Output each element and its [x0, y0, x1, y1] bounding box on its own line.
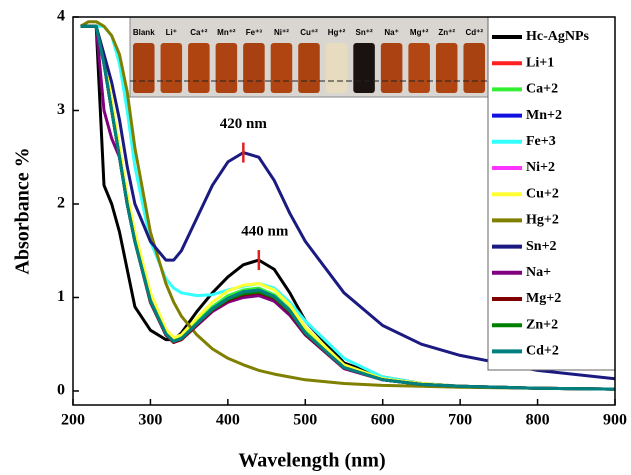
legend-label: Sn+2: [526, 239, 557, 254]
vial: [298, 43, 320, 93]
inset-label: Ca⁺²: [190, 28, 207, 37]
x-tick-label: 800: [526, 412, 550, 429]
y-axis-label: Absorbance %: [12, 147, 34, 274]
inset-label: Fe⁺³: [246, 28, 263, 37]
vial: [243, 43, 265, 93]
legend-label: Fe+3: [526, 134, 556, 149]
y-tick-label: 1: [57, 288, 65, 305]
inset-label: Hg⁺²: [328, 28, 346, 37]
y-tick-label: 4: [57, 8, 65, 25]
chart: Wavelength (nm) Absorbance % 200 300 400 50…: [0, 0, 631, 475]
x-tick-label: 400: [216, 412, 240, 429]
legend-label: Hg+2: [526, 213, 559, 228]
x-tick-label: 700: [448, 412, 472, 429]
legend-label: Mg+2: [526, 291, 561, 306]
vial: [133, 43, 155, 93]
vial: [188, 43, 210, 93]
legend-label: Li+1: [526, 55, 554, 70]
legend-label: Ca+2: [526, 82, 558, 97]
legend-label: Zn+2: [526, 317, 558, 332]
annotation: 440 nm: [241, 223, 289, 239]
vial: [381, 43, 403, 93]
inset-label: Cu⁺²: [300, 28, 318, 37]
x-tick-label: 900: [603, 412, 627, 429]
inset-label: Zn⁺²: [438, 28, 455, 37]
vial: [271, 43, 293, 93]
x-tick-label: 200: [61, 412, 85, 429]
inset-label: Sn⁺²: [356, 28, 373, 37]
x-tick-label: 500: [293, 412, 317, 429]
x-tick-label: 600: [371, 412, 395, 429]
annotation: 420 nm: [220, 116, 268, 132]
y-tick-label: 2: [57, 195, 65, 212]
vial: [161, 43, 183, 93]
legend-label: Ni+2: [526, 160, 555, 175]
vial: [353, 43, 375, 93]
y-tick-label: 0: [57, 382, 65, 399]
inset-label: Mg⁺²: [410, 28, 429, 37]
legend-label: Cd+2: [526, 344, 559, 359]
vial: [463, 43, 485, 93]
y-tick-label: 3: [57, 101, 65, 118]
vial: [436, 43, 458, 93]
legend-label: Cu+2: [526, 186, 559, 201]
inset-label: Cd⁺²: [465, 28, 483, 37]
inset-label: Li⁺: [166, 28, 177, 37]
legend-label: Na+: [526, 265, 551, 280]
legend-label: Hc-AgNPs: [526, 29, 590, 44]
inset-label: Na⁺: [384, 28, 398, 37]
vial: [326, 43, 348, 93]
vial: [216, 43, 238, 93]
inset-label: Mn⁺²: [217, 28, 236, 37]
inset-label: Ni⁺²: [274, 28, 289, 37]
vial: [408, 43, 430, 93]
x-tick-label: 300: [138, 412, 162, 429]
legend-label: Mn+2: [526, 108, 562, 123]
x-axis-label: Wavelength (nm): [238, 450, 385, 472]
inset-label: Blank: [133, 28, 155, 37]
